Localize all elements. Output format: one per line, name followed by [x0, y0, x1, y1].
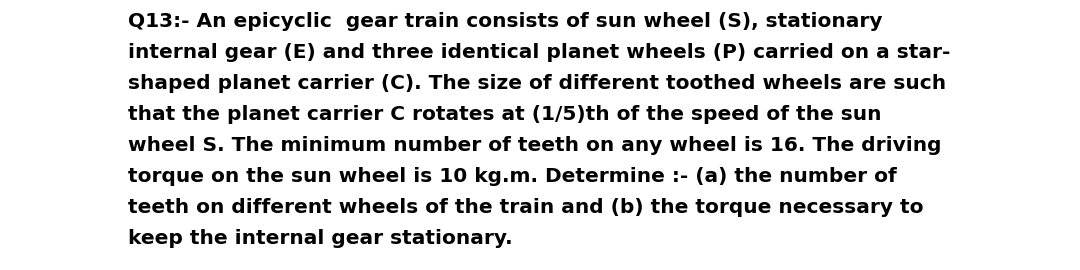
Text: keep the internal gear stationary.: keep the internal gear stationary.: [129, 229, 513, 248]
Text: shaped planet carrier (C). The size of different toothed wheels are such: shaped planet carrier (C). The size of d…: [129, 74, 946, 93]
Text: Q13:- An epicyclic  gear train consists of sun wheel (S), stationary: Q13:- An epicyclic gear train consists o…: [129, 12, 882, 31]
Text: that the planet carrier C rotates at (1/5)th of the speed of the sun: that the planet carrier C rotates at (1/…: [129, 105, 881, 124]
Text: internal gear (E) and three identical planet wheels (P) carried on a star-: internal gear (E) and three identical pl…: [129, 43, 950, 62]
Text: torque on the sun wheel is 10 kg.m. Determine :- (a) the number of: torque on the sun wheel is 10 kg.m. Dete…: [129, 167, 896, 186]
Text: wheel S. The minimum number of teeth on any wheel is 16. The driving: wheel S. The minimum number of teeth on …: [129, 136, 942, 155]
Text: teeth on different wheels of the train and (b) the torque necessary to: teeth on different wheels of the train a…: [129, 198, 923, 217]
